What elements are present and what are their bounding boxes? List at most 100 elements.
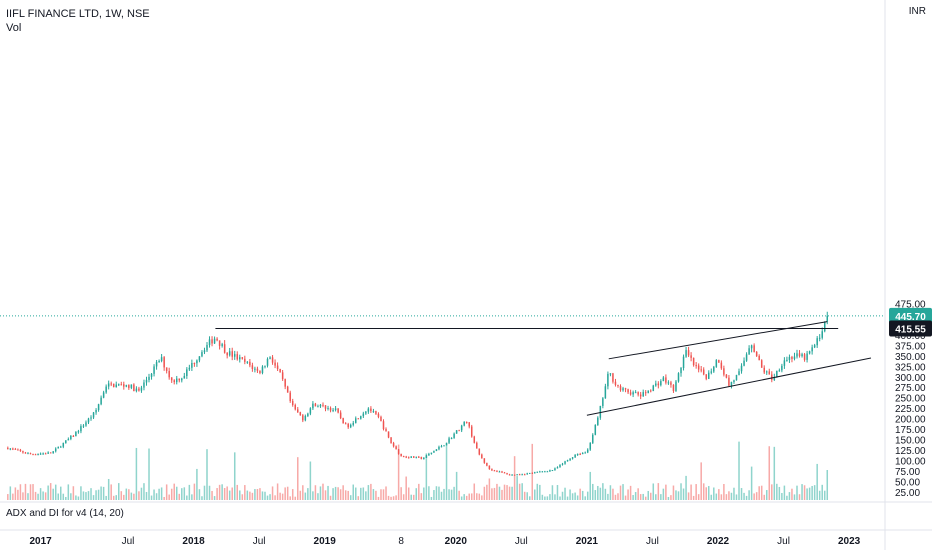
volume-bar <box>718 489 720 500</box>
candle-body <box>138 388 140 391</box>
candle-body <box>128 385 130 388</box>
volume-bar <box>702 483 705 500</box>
candle-body <box>9 448 12 450</box>
volume-bar <box>418 483 420 500</box>
volume-bar <box>259 488 261 500</box>
volume-bar <box>516 476 518 500</box>
candle-body <box>148 376 150 380</box>
y-tick-label: 175.00 <box>895 425 926 436</box>
volume-bar <box>433 490 435 500</box>
volume-bar <box>811 485 813 500</box>
volume-bar <box>322 483 324 500</box>
volume-bar <box>347 490 349 500</box>
volume-bar <box>513 456 516 500</box>
y-tick-label: 375.00 <box>895 341 926 352</box>
volume-bar <box>70 493 72 500</box>
candle-body <box>581 452 584 455</box>
candle-body <box>218 340 221 346</box>
y-tick-label: 25.00 <box>895 488 920 499</box>
chart-title: IIFL FINANCE LTD, 1W, NSE <box>6 8 150 20</box>
candle-body <box>511 474 513 476</box>
candle-body <box>372 411 375 413</box>
volume-bar <box>251 492 254 500</box>
indicator-label[interactable]: ADX and DI for v4 (14, 20) <box>6 508 124 519</box>
volume-bar <box>382 489 385 500</box>
candle-body <box>445 442 448 446</box>
candle-body <box>24 452 27 454</box>
candle-body <box>47 452 49 454</box>
candle-body <box>783 360 786 366</box>
candle-body <box>153 366 155 374</box>
volume-bar <box>191 494 193 500</box>
candle-body <box>97 404 100 411</box>
candle-body <box>216 338 218 341</box>
volume-bar <box>163 496 165 500</box>
volume-bar <box>730 492 733 500</box>
volume-bar <box>536 483 539 500</box>
y-tick-label: 350.00 <box>895 352 926 363</box>
volume-bar <box>551 485 554 500</box>
candle-body <box>7 447 9 450</box>
volume-bar <box>407 487 410 500</box>
volume-bar <box>206 449 208 500</box>
candle-body <box>233 354 236 357</box>
candle-body <box>27 453 29 455</box>
candle-body <box>329 407 332 411</box>
volume-bar <box>148 448 150 500</box>
volume-bar <box>768 446 771 500</box>
volume-bar <box>470 493 473 500</box>
candle-body <box>344 423 347 425</box>
volume-bar <box>67 484 70 500</box>
volume-bar <box>760 485 763 500</box>
candle-body <box>281 372 284 380</box>
x-tick-label: Jul <box>646 536 659 547</box>
time-axis[interactable]: 2017 Jul 2018 Jul 2019 8 2020 Jul 2021 Jul 2022 Jul… <box>29 536 860 547</box>
candle-body <box>811 347 813 352</box>
volume-bar <box>690 484 692 500</box>
candle-body <box>319 404 322 407</box>
volume-label: Vol <box>6 22 22 34</box>
volume-bar <box>748 490 750 500</box>
candle-body <box>395 446 397 450</box>
candle-body <box>586 449 589 453</box>
volume-bar <box>344 490 347 500</box>
candle-body <box>632 392 634 395</box>
candle-body <box>763 367 765 373</box>
volume-bar <box>574 492 576 500</box>
candle-body <box>440 446 443 448</box>
candle-body <box>357 418 360 420</box>
candle-body <box>206 345 208 351</box>
volume-bar <box>27 493 29 500</box>
candle-body <box>402 456 405 458</box>
volume-bar <box>652 483 655 500</box>
candle-body <box>37 454 39 456</box>
candle-body <box>589 442 592 450</box>
volume-bar <box>22 492 24 500</box>
candle-body <box>677 373 680 382</box>
volume-bar <box>355 487 357 500</box>
level-tag: 415.55 <box>895 324 926 335</box>
candle-body <box>14 448 17 450</box>
volume-bar <box>65 496 67 500</box>
volume-bar <box>402 494 405 500</box>
volume-bar <box>181 488 183 500</box>
candle-body <box>826 315 829 322</box>
volume-bar <box>453 486 455 500</box>
candle-body <box>249 361 251 366</box>
volume-bar <box>531 443 534 500</box>
volume-bar <box>286 486 289 500</box>
candle-body <box>241 357 244 359</box>
volume-bar <box>297 457 299 500</box>
candle-body <box>302 415 304 421</box>
candle-body <box>801 354 803 357</box>
candle-body <box>342 418 344 424</box>
volume-bar <box>241 494 244 500</box>
candle-body <box>496 470 498 472</box>
last-price-tag: 445.70 <box>895 312 926 323</box>
volume-bar <box>743 492 745 500</box>
candle-body <box>624 388 627 390</box>
y-tick-label: 475.00 <box>895 300 926 311</box>
candle-body <box>377 413 380 417</box>
volume-bar <box>619 485 622 500</box>
